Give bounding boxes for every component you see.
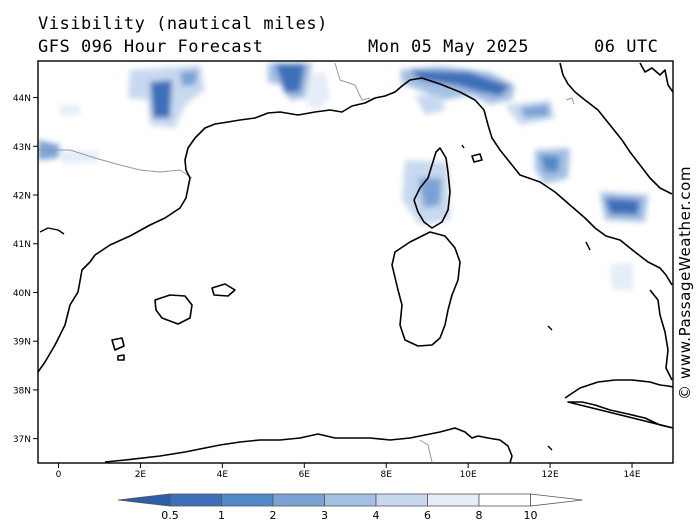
legend-arrow-high — [530, 493, 583, 507]
map-frame — [37, 60, 674, 464]
lat-label: 37N — [13, 435, 31, 445]
legend-swatch — [427, 493, 480, 507]
ibiza — [111, 337, 125, 351]
coastline-adriatic — [559, 62, 673, 195]
island-small-4 — [39, 227, 65, 235]
coastline-north-africa — [104, 427, 513, 463]
island-small-2 — [547, 325, 553, 331]
lon-label: 10E — [460, 470, 477, 480]
border-france-spain — [38, 149, 193, 179]
forecast-time: 06 UTC — [594, 37, 659, 57]
lat-label: 42N — [13, 192, 31, 202]
lon-label: 0 — [56, 470, 62, 480]
mallorca — [154, 294, 193, 325]
legend-swatch — [375, 493, 428, 507]
lon-label: 14E — [623, 470, 640, 480]
site-credit: © www.PassageWeather.com — [676, 165, 694, 400]
legend-label: 3 — [321, 509, 328, 522]
lon-label: 8E — [381, 470, 393, 480]
legend-label: 1 — [218, 509, 225, 522]
sicily — [564, 379, 673, 429]
legend-label: 2 — [270, 509, 277, 522]
forecast-date: Mon 05 May 2025 — [368, 37, 530, 57]
visibility-field — [38, 63, 648, 290]
map-title: Visibility (nautical miles) — [38, 14, 328, 34]
lon-label: 12E — [542, 470, 559, 480]
legend-label: 4 — [373, 509, 380, 522]
legend-label: 8 — [476, 509, 483, 522]
elba — [471, 153, 483, 163]
legend-swatch — [478, 493, 531, 507]
legend-swatch — [324, 493, 377, 507]
border-italy-slovenia — [565, 97, 575, 105]
legend-label: 10 — [524, 509, 538, 522]
coastline-istria — [639, 62, 673, 93]
lat-label: 40N — [13, 289, 31, 299]
lon-label: 4E — [217, 470, 229, 480]
lon-label: 6E — [299, 470, 311, 480]
corsica — [413, 147, 451, 229]
island-small-3 — [585, 241, 591, 251]
legend-swatch — [169, 493, 222, 507]
lat-label: 44N — [13, 94, 31, 104]
border-algeria-tunisia — [419, 439, 433, 463]
menorca — [211, 283, 236, 297]
lat-label: 38N — [13, 386, 31, 396]
legend-label: 0.5 — [161, 509, 179, 522]
lat-label: 41N — [13, 240, 31, 250]
formentera — [117, 354, 125, 361]
border-france-italy — [334, 62, 371, 101]
coastline-mainland — [38, 77, 673, 373]
visibility-legend: 0.5 1 2 3 4 6 8 10 — [117, 493, 583, 522]
lat-label: 39N — [13, 338, 31, 348]
sardinia — [391, 231, 461, 347]
lon-label: 2E — [135, 470, 147, 480]
legend-arrow-low — [117, 493, 171, 507]
island-pantelleria — [547, 445, 553, 451]
legend-label: 6 — [424, 509, 431, 522]
latitude-axis: 44N 43N 42N 41N 40N 39N 38N 37N — [13, 94, 38, 445]
legend-swatch — [221, 493, 274, 507]
longitude-axis: 0 2E 4E 6E 8E 10E 12E 14E — [56, 463, 641, 480]
island-small-1 — [461, 144, 465, 149]
forecast-label: GFS 096 Hour Forecast — [38, 37, 264, 57]
calabria — [649, 289, 673, 381]
lat-label: 43N — [13, 143, 31, 153]
legend-swatch — [272, 493, 325, 507]
